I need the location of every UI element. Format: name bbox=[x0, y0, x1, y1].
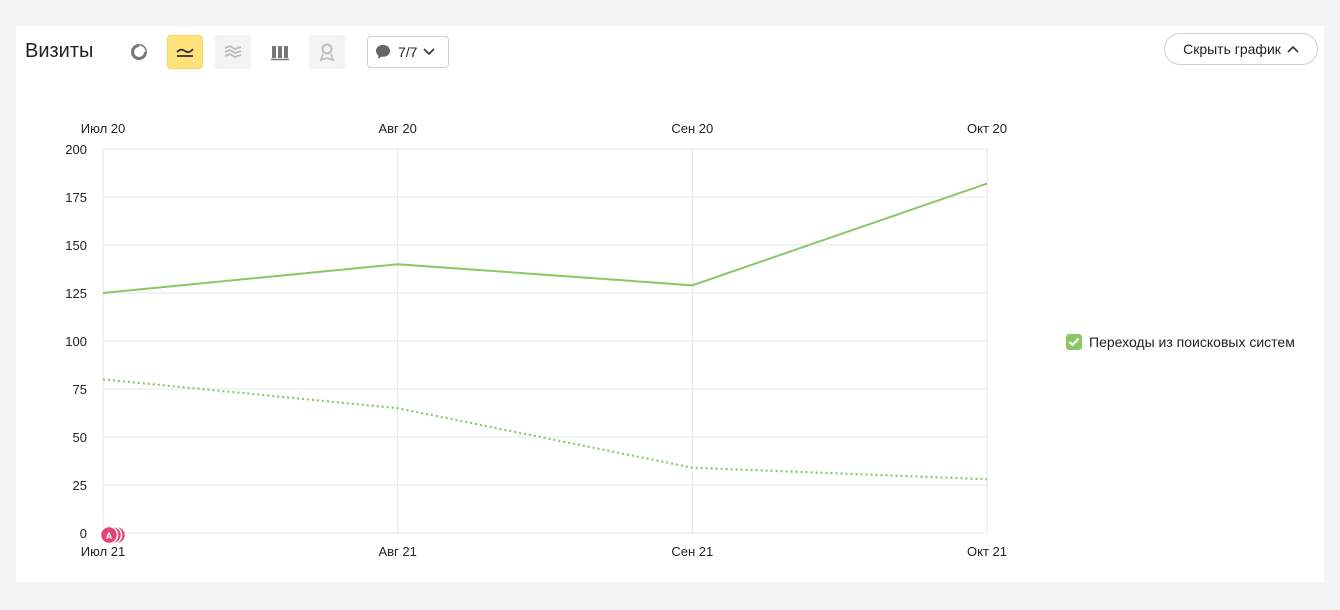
chart-panel: Визиты bbox=[16, 26, 1324, 582]
y-tick-label: 75 bbox=[73, 382, 87, 397]
x-tick-label-bottom: Авг 21 bbox=[378, 544, 416, 559]
y-tick-label: 50 bbox=[73, 430, 87, 445]
pie-chart-icon[interactable] bbox=[121, 35, 157, 69]
line-chart: 0 25 50 75 100 125 150 175 200 Июл 20 Июл 21 Авг 20… bbox=[65, 121, 1007, 559]
x-tick-label-bottom: Июл 21 bbox=[81, 544, 125, 559]
hide-chart-button[interactable]: Скрыть график bbox=[1164, 33, 1318, 65]
chart-title: Визиты bbox=[25, 40, 94, 62]
map-icon[interactable] bbox=[309, 35, 345, 69]
y-tick-label: 150 bbox=[65, 238, 87, 253]
y-tick-label: 25 bbox=[73, 478, 87, 493]
x-tick-label-top: Июл 20 bbox=[81, 121, 125, 136]
comments-dropdown[interactable]: 7/7 bbox=[367, 36, 449, 68]
y-tick-label: 0 bbox=[80, 526, 87, 541]
x-tick-label-top: Авг 20 bbox=[378, 121, 416, 136]
line-chart-icon[interactable] bbox=[167, 35, 203, 69]
x-tick-label-top: Сен 20 bbox=[671, 121, 713, 136]
comments-count: 7/7 bbox=[398, 44, 418, 60]
series-line-previous-period bbox=[102, 378, 988, 481]
y-tick-label: 125 bbox=[65, 286, 87, 301]
x-tick-label-top: Окт 20 bbox=[967, 121, 1007, 136]
y-tick-label: 175 bbox=[65, 190, 87, 205]
hide-chart-label: Скрыть график bbox=[1183, 41, 1281, 57]
bar-chart-icon[interactable] bbox=[262, 35, 298, 69]
annotation-marker bbox=[99, 525, 119, 545]
annotation-marker-label: A bbox=[106, 531, 113, 541]
y-tick-label: 100 bbox=[65, 334, 87, 349]
speech-bubble-icon bbox=[376, 45, 390, 59]
legend-item[interactable]: Переходы из поисковых систем bbox=[1066, 334, 1295, 350]
legend-label: Переходы из поисковых систем bbox=[1089, 334, 1295, 350]
x-tick-label-bottom: Сен 21 bbox=[671, 544, 713, 559]
chevron-up-icon bbox=[1287, 45, 1299, 53]
area-chart-icon[interactable] bbox=[215, 35, 251, 69]
chevron-down-icon bbox=[423, 48, 436, 56]
y-tick-label: 200 bbox=[65, 142, 87, 157]
checkbox-checked-icon[interactable] bbox=[1066, 334, 1082, 350]
series-line-current-period bbox=[102, 182, 988, 294]
x-tick-label-bottom: Окт 21 bbox=[967, 544, 1007, 559]
